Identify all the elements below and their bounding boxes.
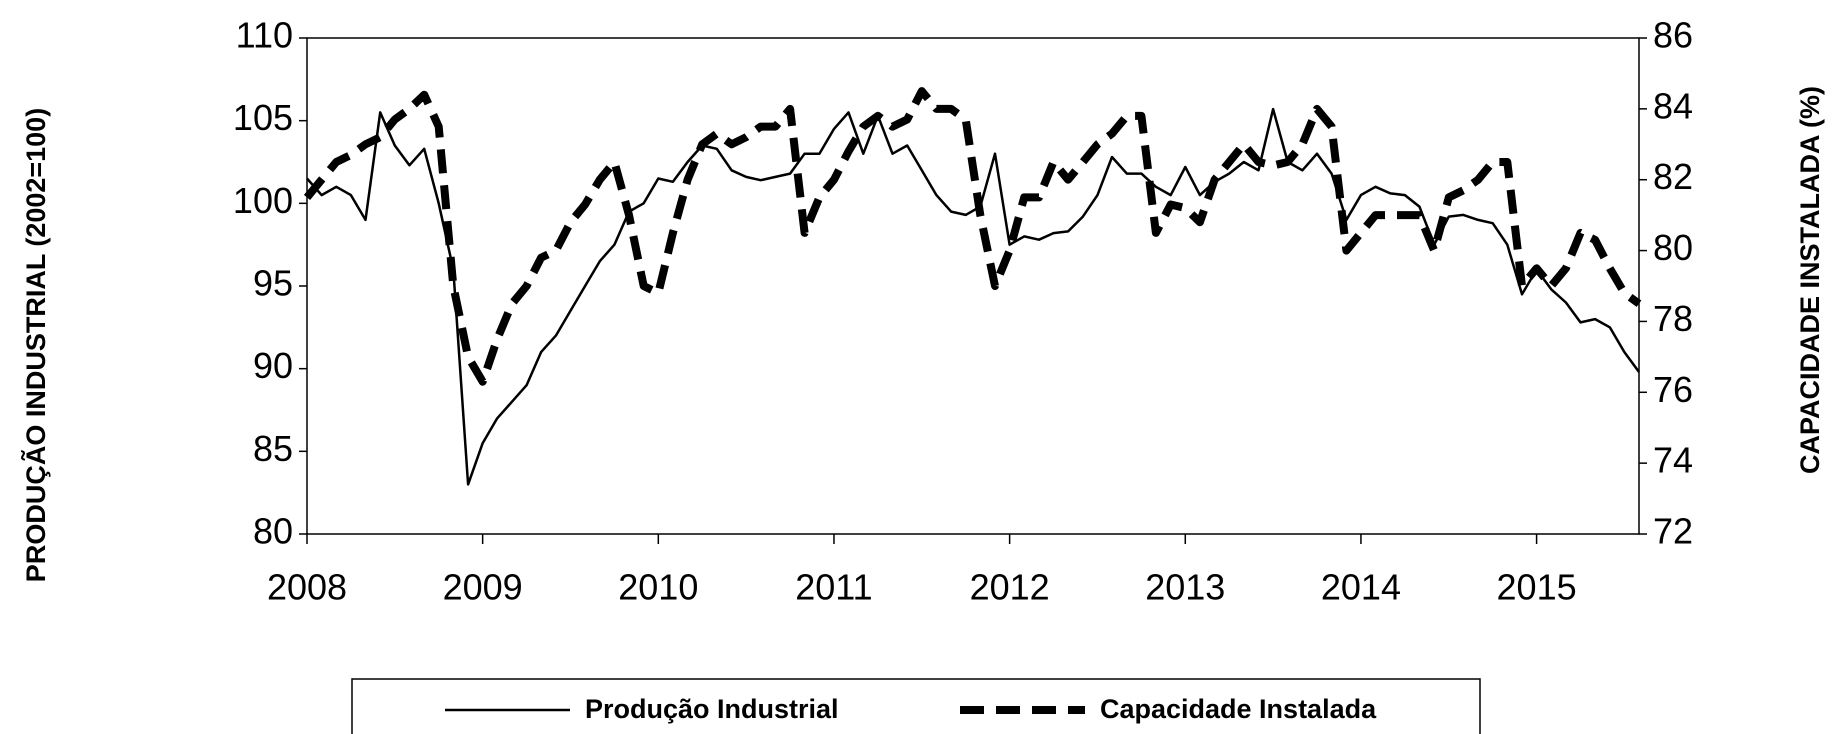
y-tick-label: 90 [253,345,293,386]
x-tick-label: 2015 [1497,567,1577,608]
y2-tick-label: 78 [1653,298,1693,339]
y-tick-label: 80 [253,511,293,552]
x-tick-label: 2008 [267,567,347,608]
y2-tick-label: 72 [1653,511,1693,552]
y-tick-label: 95 [253,263,293,304]
legend-label: Produção Industrial [585,694,839,724]
y2-tick-label: 84 [1653,85,1693,126]
y2-tick-label: 76 [1653,369,1693,410]
y-tick-label: 100 [233,180,293,221]
x-tick-label: 2009 [443,567,523,608]
y2-tick-label: 82 [1653,156,1693,197]
y2-tick-label: 80 [1653,227,1693,268]
x-tick-label: 2010 [618,567,698,608]
legend-label: Capacidade Instalada [1100,694,1377,724]
plot-frame [306,37,1640,535]
y-tick-label: 105 [233,97,293,138]
y-tick-label: 85 [253,428,293,469]
series-line [306,107,1641,486]
x-tick-label: 2012 [970,567,1050,608]
legend-box [351,678,1481,734]
x-tick-label: 2014 [1321,567,1401,608]
y-axis-title: PRODUÇÃO INDUSTRIAL (2002=100) [20,108,51,582]
x-tick-label: 2011 [795,567,872,608]
y2-tick-label: 86 [1653,15,1693,56]
x-tick-label: 2013 [1145,567,1225,608]
y2-axis-title: CAPACIDADE INSTALADA (%) [1795,86,1825,474]
y-tick-label: 110 [236,15,293,56]
series-line [303,87,1642,386]
y2-tick-label: 74 [1653,440,1693,481]
